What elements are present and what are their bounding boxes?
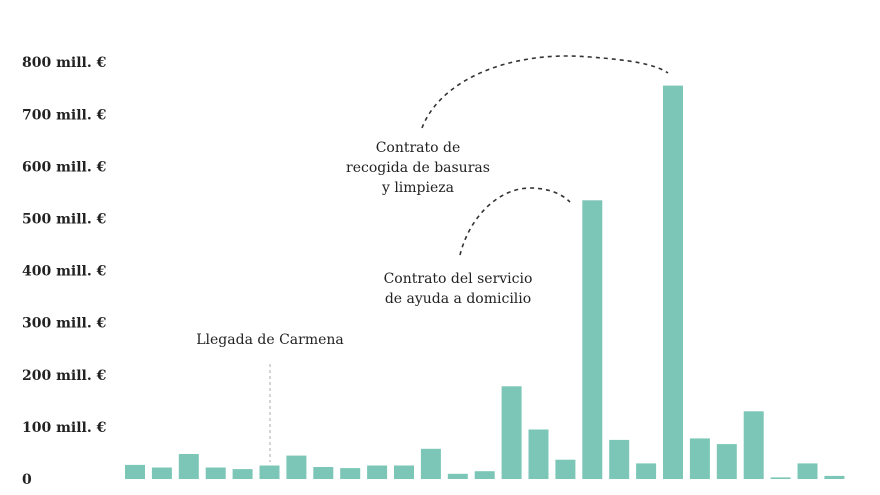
bar (609, 439, 630, 479)
basuras-label-line-3: y limpieza (381, 180, 454, 196)
bar (501, 386, 522, 479)
bar (716, 444, 737, 479)
bar (770, 477, 791, 479)
bar (178, 454, 199, 479)
y-tick-label: 500 mill. € (22, 212, 107, 228)
bar (743, 411, 764, 479)
y-tick-label: 100 mill. € (22, 420, 107, 436)
bar (232, 469, 253, 479)
bar (313, 467, 334, 479)
domicilio-label-line-2: de ayuda a domicilio (385, 291, 531, 307)
y-tick-label: 600 mill. € (22, 159, 107, 175)
y-tick-label: 300 mill. € (22, 316, 107, 332)
y-tick-label: 800 mill. € (22, 55, 107, 71)
bar (340, 468, 361, 479)
carmena-label: Llegada de Carmena (196, 332, 344, 348)
bar (797, 463, 818, 479)
carmena-annotation: Llegada de Carmena (196, 332, 344, 462)
bar (636, 463, 657, 479)
basuras-label-line-1: Contrato de (376, 140, 461, 156)
domicilio-label-line-1: Contrato del servicio (384, 271, 533, 287)
bar (125, 464, 145, 479)
y-tick-label: 400 mill. € (22, 264, 107, 280)
bar (474, 471, 495, 479)
bar (447, 473, 468, 479)
bar (205, 467, 226, 479)
basuras-annotation: Contrato de recogida de basuras y limpie… (346, 55, 669, 196)
y-axis: 0 100 mill. € 200 mill. € 300 mill. € 400 mi… (22, 55, 107, 488)
y-tick-label: 0 (22, 472, 32, 488)
bars (125, 85, 845, 480)
bar (394, 465, 414, 479)
bar (420, 448, 441, 479)
bar (367, 465, 388, 479)
domicilio-annotation: Contrato del servicio de ayuda a domicil… (384, 187, 571, 307)
basuras-connector (421, 55, 669, 129)
basuras-label-line-2: recogida de basuras (346, 160, 490, 176)
bar (151, 467, 172, 479)
bar (824, 475, 845, 479)
bar (528, 429, 549, 479)
domicilio-connector (459, 187, 571, 256)
bar (286, 455, 307, 479)
bar (582, 200, 603, 480)
bar (689, 438, 710, 479)
y-tick-label: 700 mill. € (22, 107, 107, 123)
bar (555, 459, 576, 479)
bar (259, 465, 280, 479)
y-tick-label: 200 mill. € (22, 368, 107, 384)
bar (663, 85, 683, 479)
